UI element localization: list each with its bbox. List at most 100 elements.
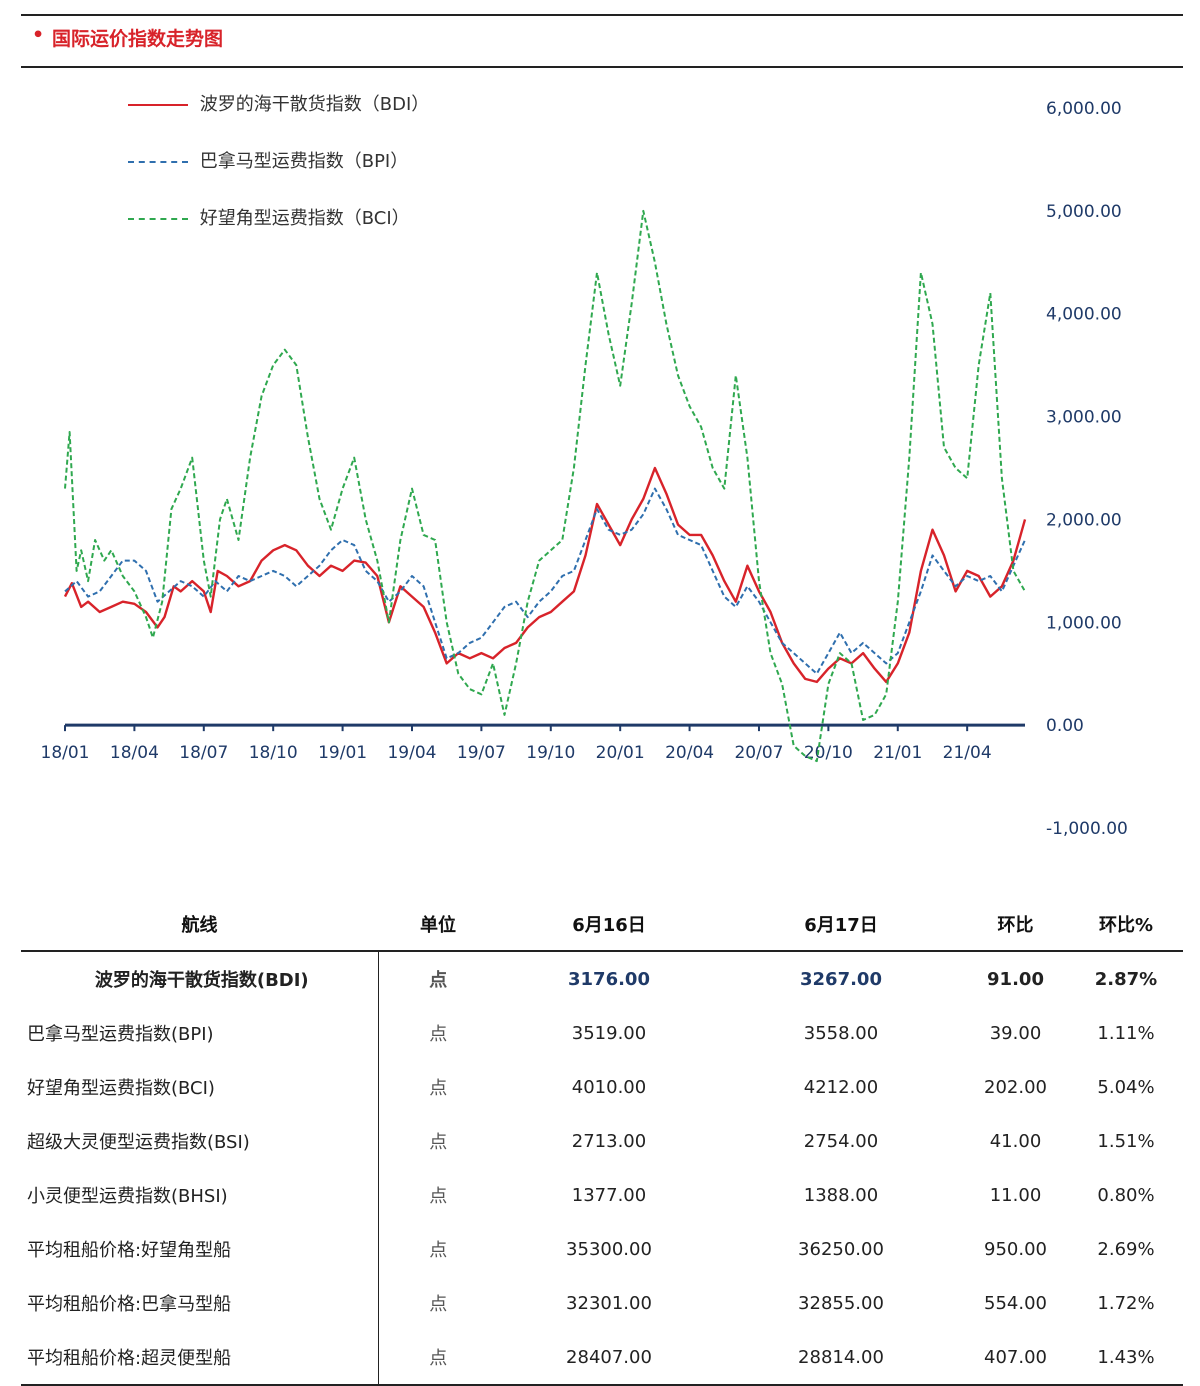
legend-swatch-bdi [128,104,188,106]
legend: 波罗的海干散货指数（BDI） 巴拿马型运费指数（BPI） 好望角型运费指数（BC… [128,90,429,261]
cell-name: 好望角型运费指数(BCI) [21,1060,379,1114]
cell-v16: 1377.00 [571,1184,647,1206]
x-tick-label: 20/10 [804,743,853,763]
x-tick-label: 18/01 [41,743,90,763]
cell-v16: 28407.00 [498,1330,720,1386]
x-tick-label: 19/07 [457,743,506,763]
cell-chg: 950.00 [984,1238,1047,1260]
series-line-bdi [63,466,1027,684]
table-row: 巴拿马型运费指数(BPI) 点 3519.00 3558.00 39.00 1.11% [21,1006,1183,1060]
header-jun17: 6月17日 [720,898,962,952]
table-row: 小灵便型运费指数(BHSI) 点 1377.00 1388.00 11.00 0.80% [21,1168,1183,1222]
table-row: 波罗的海干散货指数(BDI) 点 3176.00 3267.00 91.00 2.87% [21,951,1183,1006]
legend-label-bpi: 巴拿马型运费指数（BPI） [199,151,409,172]
cell-v16: 35300.00 [566,1238,652,1260]
cell-chg: 202.00 [984,1076,1047,1098]
cell-chg: 39.00 [989,1022,1042,1044]
x-tick-label: 18/04 [110,743,159,763]
cell-pct: 1.11% [1097,1022,1155,1044]
cell-pct: 1.72% [1097,1292,1155,1314]
y-tick-label: 3,000.00 [1046,408,1122,428]
x-tick-label: 21/04 [943,743,992,763]
header-jun16: 6月16日 [498,898,720,952]
x-tick-label: 18/10 [249,743,298,763]
cell-pct: 5.04% [1097,1076,1155,1098]
x-tick-label: 18/07 [179,743,228,763]
cell-unit: 点 [429,1024,448,1045]
legend-item-bci: 好望角型运费指数（BCI） [128,204,429,261]
cell-v17: 36250.00 [798,1238,884,1260]
cell-name: 巴拿马型运费指数(BPI) [21,1006,379,1060]
cell-v16: 3176.00 [568,968,650,990]
cell-unit: 点 [429,1132,448,1153]
cell-chg: 554.00 [984,1292,1047,1314]
page-title: 国际运价指数走势图 [52,28,224,50]
cell-name: 波罗的海干散货指数(BDI) [21,951,379,1006]
cell-v16: 3519.00 [571,1022,647,1044]
cell-pct: 1.51% [1097,1130,1155,1152]
cell-v17: 2754.00 [803,1130,879,1152]
cell-v17: 1388.00 [803,1184,879,1206]
series-line-bpi [64,487,1026,675]
table-row: 超级大灵便型运费指数(BSI) 点 2713.00 2754.00 41.00 1.51% [21,1114,1183,1168]
freight-index-chart: 6,000.00 5,000.00 4,000.00 3,000.00 2,000.00… [41,99,1128,839]
header-change: 环比 [962,898,1069,952]
header-unit: 单位 [378,898,498,952]
legend-label-bci: 好望角型运费指数（BCI） [199,208,410,229]
cell-unit: 点 [378,1330,498,1386]
x-tick-label: 20/07 [734,743,783,763]
cell-name: 平均租船价格:好望角型船 [21,1222,379,1276]
cell-v17: 28814.00 [720,1330,962,1386]
cell-v17: 32855.00 [798,1292,884,1314]
cell-unit: 点 [429,970,448,991]
title-rule [21,66,1183,68]
cell-pct: 2.87% [1094,968,1158,990]
cell-chg: 91.00 [987,968,1044,990]
x-tick-label: 19/04 [387,743,436,763]
cell-chg: 407.00 [962,1330,1069,1386]
table-row: 平均租船价格:好望角型船 点 35300.00 36250.00 950.00 2.69% [21,1222,1183,1276]
cell-name: 超级大灵便型运费指数(BSI) [21,1114,379,1168]
x-tick-label: 19/10 [526,743,575,763]
cell-v17: 3267.00 [800,968,882,990]
y-tick-label: 4,000.00 [1046,305,1122,325]
x-tick-label: 20/04 [665,743,714,763]
cell-name: 平均租船价格:巴拿马型船 [21,1276,379,1330]
series-line-bci [64,209,1026,763]
cell-v16: 32301.00 [566,1292,652,1314]
header-change-pct: 环比% [1069,898,1183,952]
cell-v17: 4212.00 [803,1076,879,1098]
cell-v16: 4010.00 [571,1076,647,1098]
legend-item-bpi: 巴拿马型运费指数（BPI） [128,147,429,204]
y-tick-label: 1,000.00 [1046,613,1122,633]
freight-table: 航线 单位 6月16日 6月17日 环比 环比% 波罗的海干散货指数(BDI) 点… [21,898,1183,1386]
x-tick-label: 20/01 [596,743,645,763]
cell-v16: 2713.00 [571,1130,647,1152]
cell-pct: 2.69% [1097,1238,1155,1260]
y-tick-label: 5,000.00 [1046,202,1122,222]
legend-swatch-bpi [128,161,188,163]
y-tick-label: -1,000.00 [1046,819,1128,839]
cell-unit: 点 [429,1240,448,1261]
table-row: 平均租船价格:超灵便型船点 28407.00 28814.00 407.00 1.43% [21,1330,1183,1386]
top-rule [21,14,1183,16]
header-route: 航线 [21,898,378,952]
cell-name: 小灵便型运费指数(BHSI) [21,1168,379,1222]
y-tick-label: 6,000.00 [1046,99,1122,119]
x-axis: 18/01 18/04 18/07 18/10 19/01 19/04 19/07 19/10… [41,723,1025,763]
legend-swatch-bci [128,218,188,220]
cell-pct: 0.80% [1097,1184,1155,1206]
table-header-row: 航线 单位 6月16日 6月17日 环比 环比% [21,898,1183,952]
cell-unit: 点 [429,1078,448,1099]
cell-unit: 点 [429,1186,448,1207]
cell-name: 平均租船价格:超灵便型船 [21,1330,379,1386]
table-row: 平均租船价格:巴拿马型船 点 32301.00 32855.00 554.00 1.72% [21,1276,1183,1330]
cell-chg: 11.00 [989,1184,1042,1206]
cell-pct: 1.43% [1069,1330,1183,1386]
cell-chg: 41.00 [989,1130,1042,1152]
series-layer [63,209,1027,763]
title-bullet: • [32,24,45,46]
cell-unit: 点 [429,1294,448,1315]
y-tick-label: 0.00 [1046,716,1084,736]
legend-item-bdi: 波罗的海干散货指数（BDI） [128,90,429,147]
